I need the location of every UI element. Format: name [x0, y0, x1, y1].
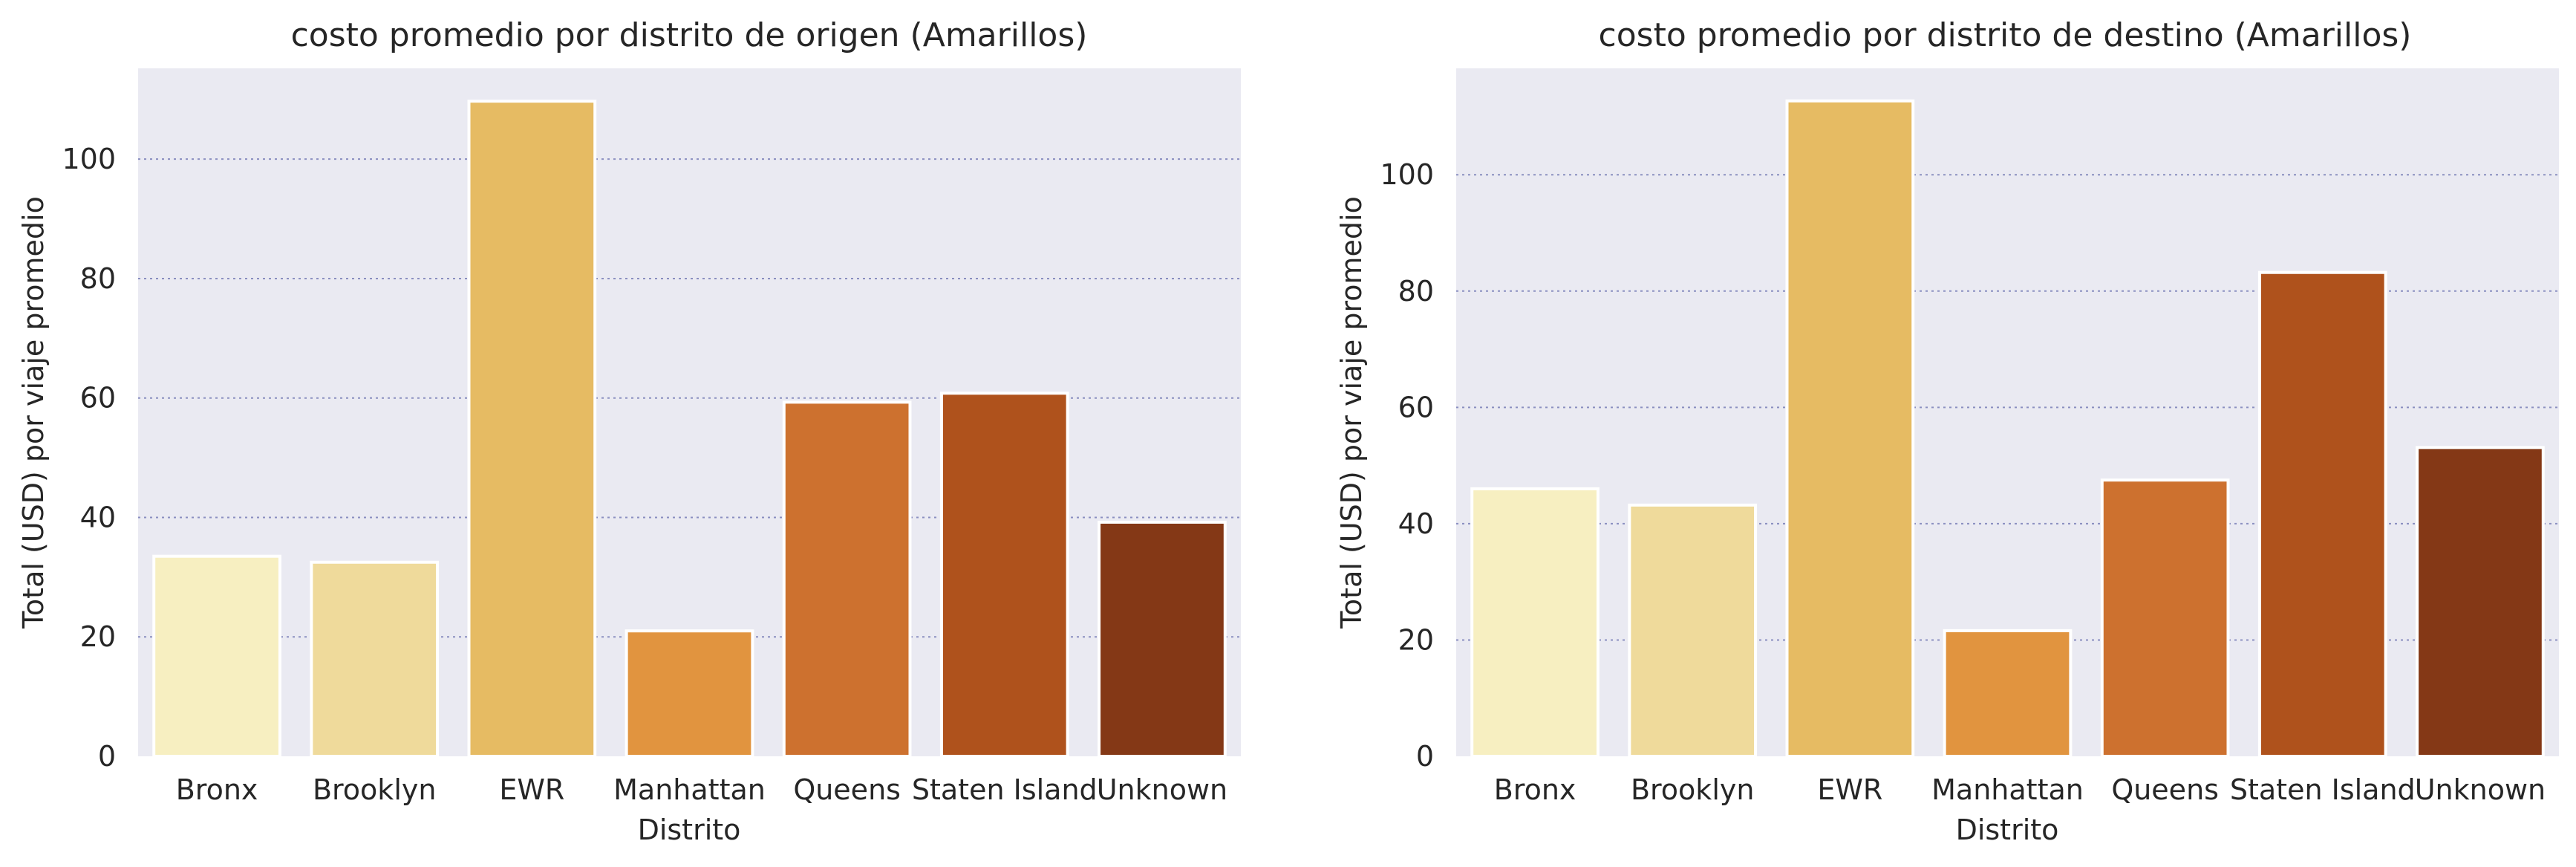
x-tick-labels: Bronx Brooklyn EWR Manhattan Queens Staten Is… [1494, 773, 2546, 806]
y-tick-label: 0 [98, 740, 116, 773]
y-tick-labels: 0 20 40 60 80 100 [62, 143, 116, 773]
x-tick-label: Unknown [2415, 773, 2546, 806]
x-tick-label: Manhattan [613, 773, 766, 806]
bar [2416, 446, 2545, 759]
y-tick-label: 100 [1380, 158, 1434, 191]
bar [1470, 487, 1600, 758]
y-tick-label: 100 [62, 143, 116, 175]
bar [1628, 503, 1758, 758]
bar [1785, 99, 1915, 759]
bar [1943, 629, 2073, 758]
y-tick-label: 60 [80, 382, 116, 415]
x-tick-label: Manhattan [1931, 773, 2084, 806]
x-tick-label: Queens [2111, 773, 2219, 806]
x-tick-label: Bronx [176, 773, 258, 806]
x-tick-label: EWR [499, 773, 564, 806]
chart-origin-panel: costo promedio por distrito de origen (A… [17, 16, 1241, 846]
x-tick-label: Unknown [1097, 773, 1227, 806]
chart-title: costo promedio por distrito de destino (… [1599, 16, 2412, 54]
y-tick-label: 80 [80, 262, 116, 295]
x-tick-label: Brooklyn [313, 773, 437, 806]
chart-title: costo promedio por distrito de origen (A… [291, 16, 1088, 54]
bar [625, 629, 754, 759]
y-tick-label: 40 [1398, 507, 1434, 540]
y-tick-label: 20 [1398, 623, 1434, 656]
bar [152, 554, 281, 758]
y-axis-label: Total (USD) por viaje promedio [17, 196, 50, 629]
bar [782, 400, 912, 758]
y-tick-label: 80 [1398, 275, 1434, 308]
y-tick-label: 60 [1398, 391, 1434, 423]
bar [310, 560, 440, 758]
x-tick-label: Bronx [1494, 773, 1576, 806]
bars [152, 100, 1227, 759]
x-tick-labels: Bronx Brooklyn EWR Manhattan Queens Staten Is… [176, 773, 1227, 806]
x-tick-label: Queens [793, 773, 901, 806]
bar [1098, 520, 1227, 758]
y-axis-label: Total (USD) por viaje promedio [1335, 196, 1368, 629]
bars [1470, 99, 2545, 759]
bar [2257, 270, 2387, 758]
x-tick-label: EWR [1817, 773, 1882, 806]
y-tick-label: 20 [80, 620, 116, 653]
y-tick-label: 0 [1416, 740, 1434, 773]
y-tick-labels: 0 20 40 60 80 100 [1380, 158, 1434, 773]
x-tick-label: Staten Island [2230, 773, 2416, 806]
chart-destination-panel: costo promedio por distrito de destino (… [1292, 0, 2576, 867]
x-tick-label: Brooklyn [1631, 773, 1755, 806]
x-tick-label: Staten Island [912, 773, 1098, 806]
y-tick-label: 40 [80, 501, 116, 533]
bar [467, 100, 597, 758]
x-axis-label: Distrito [638, 814, 741, 846]
x-axis-label: Distrito [1956, 814, 2059, 846]
chart-destination: costo promedio por distrito de destino (… [1335, 16, 2559, 846]
bar [2100, 478, 2230, 758]
bar [939, 392, 1069, 758]
chart-origin: costo promedio por distrito de origen (A… [17, 16, 1241, 846]
